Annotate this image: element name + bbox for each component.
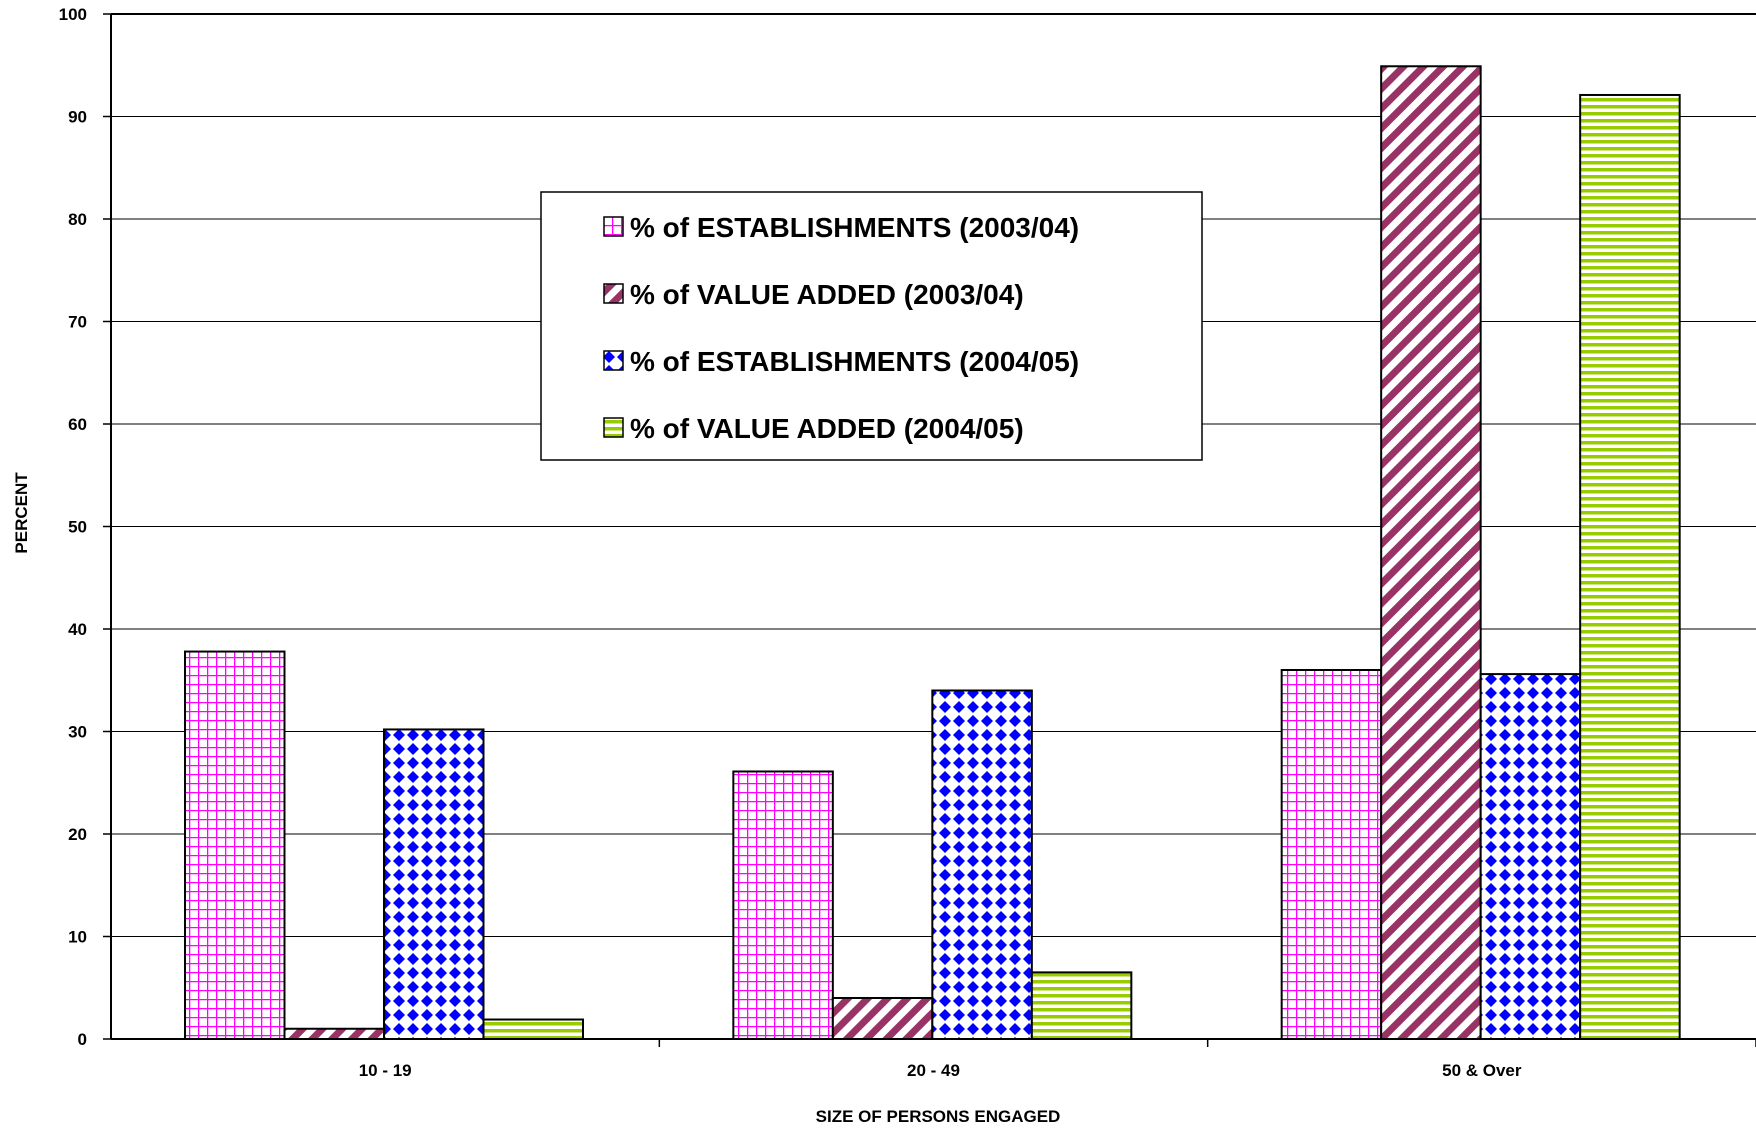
y-tick-label: 60: [68, 415, 87, 434]
legend: % of ESTABLISHMENTS (2003/04) % of VALUE …: [540, 191, 1203, 461]
y-tick-label: 10: [68, 928, 87, 947]
y-tick-label: 0: [78, 1030, 87, 1049]
axis-labels: 0 10 20 30 40 50 60 70 80 90 100 10 - 19 20 - 49 50 &…: [59, 5, 1522, 1080]
bar: [1479, 673, 1582, 1040]
x-tick-label: 10 - 19: [359, 1061, 412, 1080]
legend-box: [540, 191, 1203, 461]
y-tick-label: 20: [68, 825, 87, 844]
bar: [482, 1018, 584, 1041]
x-axis-title: SIZE OF PERSONS ENGAGED: [816, 1107, 1061, 1126]
y-tick-label: 80: [68, 210, 87, 229]
legend-label: % of ESTABLISHMENTS (2004/05): [630, 346, 1079, 377]
y-tick-label: 90: [68, 108, 87, 127]
legend-swatch: [603, 417, 624, 438]
bar: [1280, 669, 1383, 1040]
bar: [1579, 93, 1681, 1041]
legend-swatch: [603, 350, 624, 371]
bar: [283, 1027, 385, 1040]
y-tick-label: 30: [68, 723, 87, 742]
y-tick-label: 100: [59, 5, 87, 24]
bar: [831, 997, 934, 1040]
bar: [732, 770, 834, 1040]
y-tick-label: 70: [68, 313, 87, 332]
legend-label: % of VALUE ADDED (2003/04): [630, 279, 1024, 310]
legend-label: % of ESTABLISHMENTS (2003/04): [630, 212, 1079, 243]
bar: [383, 728, 485, 1040]
legend-swatch: [603, 216, 624, 237]
legend-label: % of VALUE ADDED (2004/05): [630, 413, 1024, 444]
bar: [184, 650, 286, 1040]
legend-swatch: [603, 283, 624, 304]
x-tick-label: 20 - 49: [907, 1061, 960, 1080]
bar: [931, 689, 1033, 1040]
bar: [1380, 65, 1482, 1040]
y-axis-title: PERCENT: [12, 472, 31, 554]
y-tick-label: 40: [68, 620, 87, 639]
bars: [184, 65, 1681, 1041]
axes: [103, 13, 1756, 1047]
bar: [1030, 971, 1133, 1040]
x-tick-label: 50 & Over: [1442, 1061, 1522, 1080]
y-tick-label: 50: [68, 518, 87, 537]
